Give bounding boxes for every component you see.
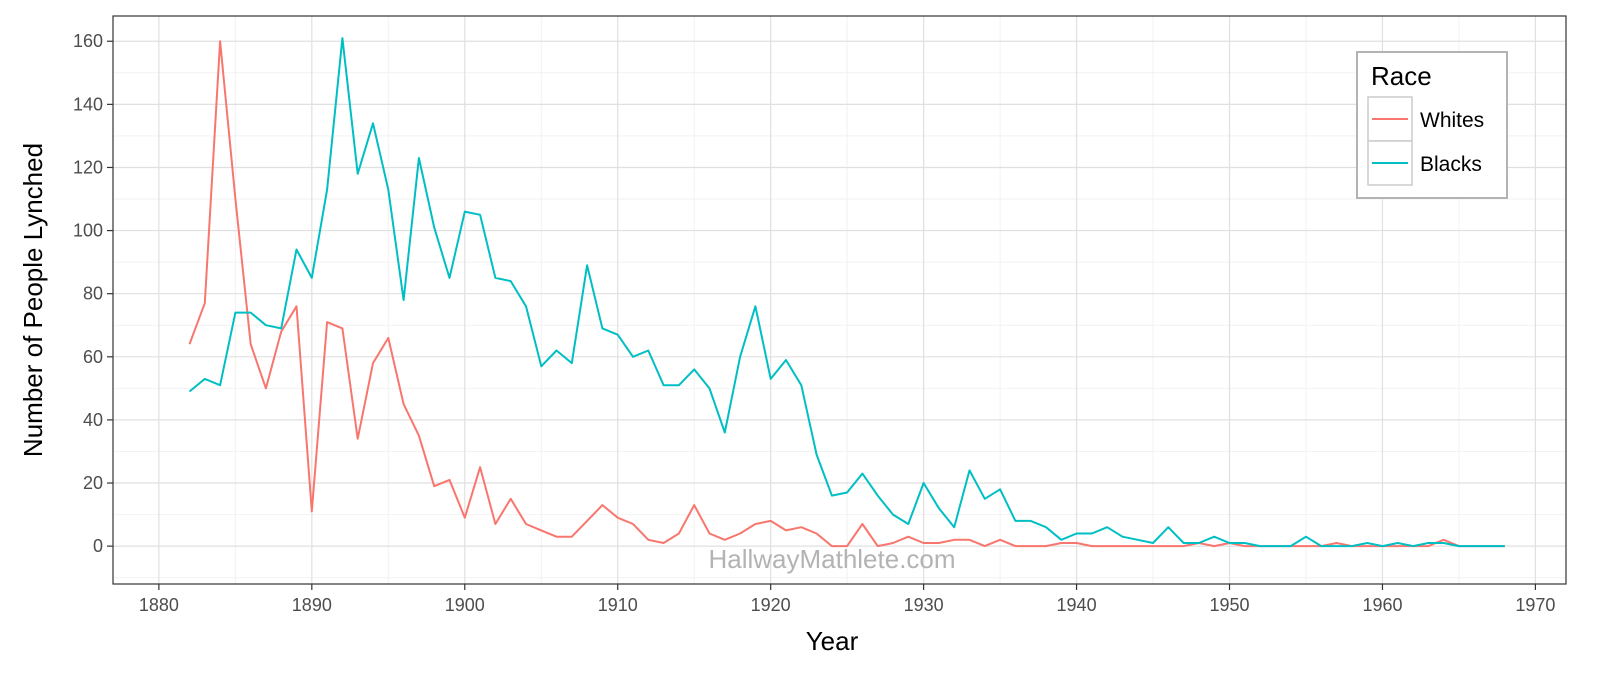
legend-items: Whites Blacks	[1367, 96, 1484, 186]
plot-border	[112, 15, 1567, 585]
plot-panel	[112, 15, 1567, 585]
x-tick-label: 1890	[292, 595, 332, 615]
x-tick-label: 1910	[598, 595, 638, 615]
series-lines	[188, 37, 1505, 548]
y-tick-label: 140	[73, 94, 103, 114]
x-tick-label: 1920	[751, 595, 791, 615]
x-tick-label: 1970	[1515, 595, 1555, 615]
y-axis: 0 20 40 60 80 100 120 140 160	[73, 31, 113, 556]
legend: Race Whites Blacks	[1356, 51, 1508, 199]
series-line-blacks	[188, 37, 1505, 548]
y-tick-label: 20	[83, 473, 103, 493]
y-tick-label: 0	[93, 536, 103, 556]
legend-label-blacks: Blacks	[1420, 153, 1482, 176]
x-tick-label: 1940	[1057, 595, 1097, 615]
minor-gridlines	[113, 16, 1566, 584]
x-tick-label: 1880	[139, 595, 179, 615]
y-tick-label: 60	[83, 347, 103, 367]
x-tick-label: 1930	[904, 595, 944, 615]
x-tick-label: 1900	[445, 595, 485, 615]
x-tick-label: 1950	[1209, 595, 1249, 615]
legend-title: Race	[1371, 61, 1432, 91]
y-tick-label: 120	[73, 157, 103, 177]
legend-label-whites: Whites	[1420, 109, 1484, 132]
x-tick-label: 1960	[1362, 595, 1402, 615]
y-tick-label: 80	[83, 284, 103, 304]
y-tick-label: 100	[73, 221, 103, 241]
x-axis-title: Year	[806, 626, 859, 656]
watermark: HallwayMathlete.com	[708, 544, 955, 574]
y-tick-label: 160	[73, 31, 103, 51]
x-axis: 1880 1890 1900 1910 1920 1930 1940 1950 1960 1970	[139, 584, 1555, 615]
y-tick-label: 40	[83, 410, 103, 430]
y-axis-title: Number of People Lynched	[18, 143, 48, 457]
